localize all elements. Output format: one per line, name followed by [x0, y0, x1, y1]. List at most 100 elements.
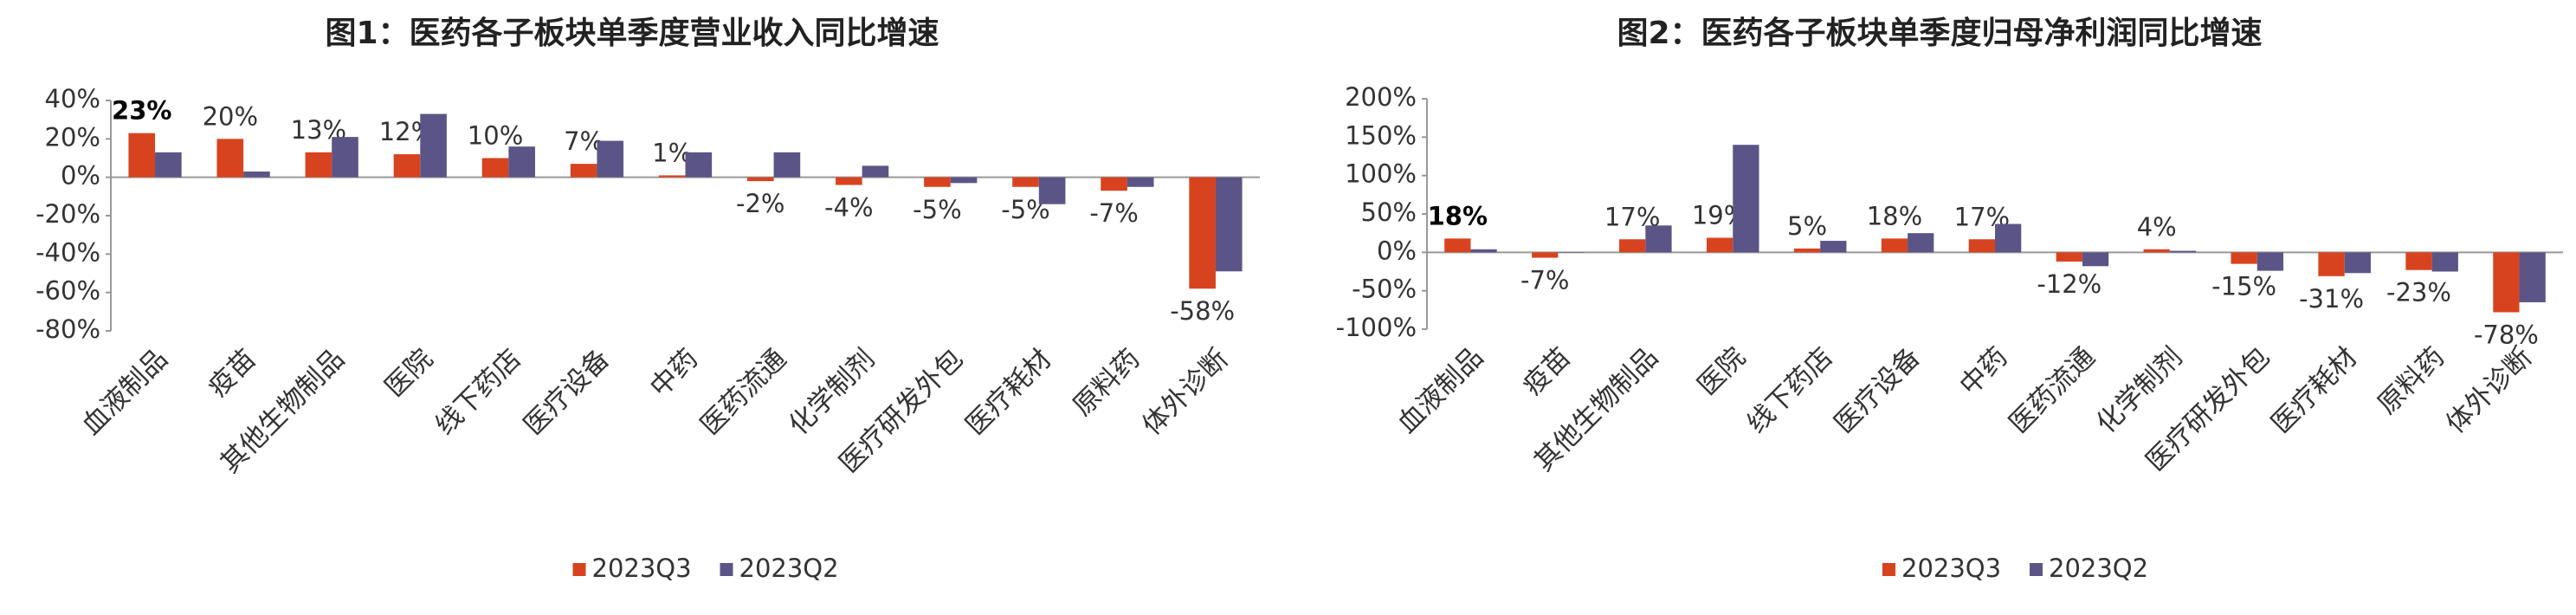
chart-title: 图2：医药各子板块单季度归母净利润同比增速	[1617, 16, 2262, 51]
bar	[2519, 252, 2546, 302]
legend-label: 2023Q2	[2049, 554, 2148, 583]
bar	[1101, 177, 1127, 191]
bar	[1706, 237, 1733, 253]
bar	[508, 146, 535, 178]
legend-swatch	[720, 563, 733, 576]
data-label: -58%	[1170, 296, 1235, 326]
bar	[2082, 252, 2109, 267]
legend-label: 2023Q3	[592, 554, 692, 583]
x-tick-label: 线下药店	[1741, 341, 1839, 439]
x-tick-label: 医疗耗材	[2265, 341, 2363, 439]
y-tick-label: -60%	[36, 276, 100, 306]
x-tick-label: 疫苗	[1517, 341, 1577, 401]
y-tick-label: -100%	[1336, 313, 1417, 342]
bar	[2405, 252, 2432, 270]
y-tick-label: 150%	[1345, 120, 1417, 150]
bar	[1038, 177, 1066, 204]
bar	[1619, 239, 1646, 253]
data-label: -7%	[1520, 266, 1569, 295]
data-label: 23%	[112, 96, 171, 126]
x-tick-label: 原料药	[1067, 343, 1146, 422]
data-label: -4%	[824, 193, 873, 223]
chart-title: 图1：医药各子板块单季度营业收入同比增速	[325, 16, 939, 51]
legend-label: 2023Q2	[739, 554, 839, 583]
bar	[2318, 252, 2345, 276]
x-tick-label: 体外诊断	[1136, 343, 1234, 441]
bar	[570, 164, 597, 178]
bar	[2143, 249, 2170, 253]
y-tick-label: -50%	[1352, 275, 1417, 304]
bar	[2256, 252, 2284, 271]
y-tick-label: 0%	[61, 161, 100, 191]
y-tick-label: 50%	[1361, 197, 1417, 227]
data-label: 10%	[468, 121, 523, 151]
x-tick-label: 血液制品	[76, 343, 174, 441]
x-tick-label: 体外诊断	[2440, 341, 2538, 439]
bar	[1908, 233, 1934, 253]
bar	[216, 139, 244, 178]
data-label: -7%	[1089, 198, 1138, 228]
bar	[773, 152, 801, 178]
x-tick-label: 医疗设备	[1829, 341, 1927, 439]
x-tick-label: 医疗设备	[518, 343, 616, 441]
bar	[1470, 249, 1497, 253]
bar	[1127, 177, 1154, 187]
y-tick-label: 40%	[45, 84, 100, 113]
legend-swatch	[2030, 563, 2043, 576]
bar	[481, 158, 509, 178]
data-label: 20%	[203, 101, 258, 131]
x-tick-label: 中药	[1953, 341, 2013, 401]
bar	[746, 177, 774, 182]
bar	[2231, 252, 2257, 264]
bar	[2493, 252, 2520, 313]
bar	[305, 152, 332, 178]
bar	[2431, 252, 2458, 272]
bar	[836, 177, 862, 185]
y-tick-label: 100%	[1345, 159, 1417, 189]
bar	[155, 152, 182, 178]
x-tick-label: 医药流通	[2003, 341, 2101, 439]
bar	[1820, 241, 1847, 253]
bar	[924, 177, 951, 187]
bar	[1444, 238, 1471, 253]
bar	[1645, 225, 1672, 253]
data-label: 18%	[1428, 201, 1488, 230]
x-tick-label: 线下药店	[429, 343, 527, 441]
bar	[1995, 223, 2022, 253]
data-label: -78%	[2474, 320, 2539, 349]
x-tick-label: 中药	[644, 343, 704, 403]
x-tick-label: 疫苗	[202, 343, 261, 403]
bar	[128, 133, 156, 178]
bar	[2056, 252, 2082, 262]
y-tick-label: -40%	[36, 237, 100, 267]
y-tick-label: -80%	[36, 314, 100, 344]
data-label: -5%	[913, 195, 961, 224]
data-label: -2%	[736, 189, 784, 218]
bar	[1968, 239, 1995, 253]
data-label: -31%	[2299, 284, 2364, 314]
data-label: 5%	[1787, 211, 1827, 241]
bar	[685, 152, 713, 178]
data-label: 18%	[1867, 201, 1922, 230]
bar	[1881, 238, 1908, 253]
x-tick-label: 原料药	[2372, 341, 2450, 420]
bar	[1012, 177, 1039, 187]
bar	[2344, 252, 2371, 274]
x-tick-label: 医药流通	[694, 343, 792, 441]
y-tick-label: 0%	[1377, 236, 1417, 265]
bar	[597, 140, 624, 178]
x-tick-label: 医院	[379, 343, 439, 403]
bar	[2169, 250, 2197, 253]
bar	[393, 154, 421, 178]
bar	[950, 177, 978, 184]
data-label: 4%	[2137, 212, 2177, 242]
x-tick-label: 血液制品	[1391, 341, 1489, 439]
legend-swatch	[1882, 563, 1895, 576]
bar	[1532, 252, 1559, 258]
data-label: -15%	[2211, 272, 2276, 301]
bar	[332, 137, 358, 178]
y-tick-label: 20%	[45, 122, 100, 152]
bar	[1558, 252, 1585, 253]
bar	[1189, 177, 1216, 289]
